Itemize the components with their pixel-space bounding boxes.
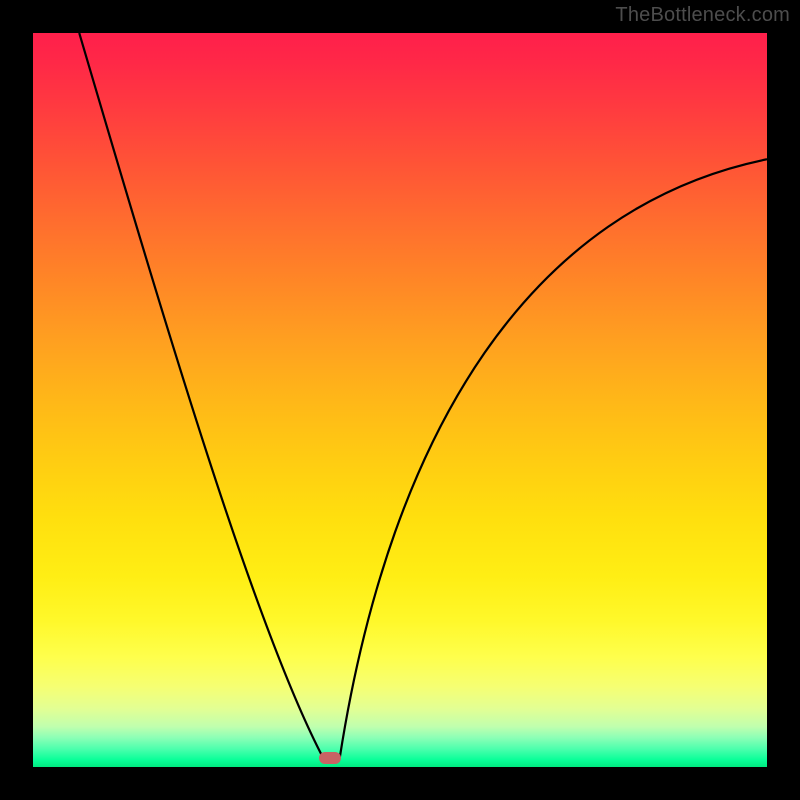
- optimum-marker: [319, 752, 341, 764]
- plot-area: [33, 33, 767, 767]
- bottleneck-curve: [33, 33, 767, 767]
- watermark-text: TheBottleneck.com: [615, 4, 790, 27]
